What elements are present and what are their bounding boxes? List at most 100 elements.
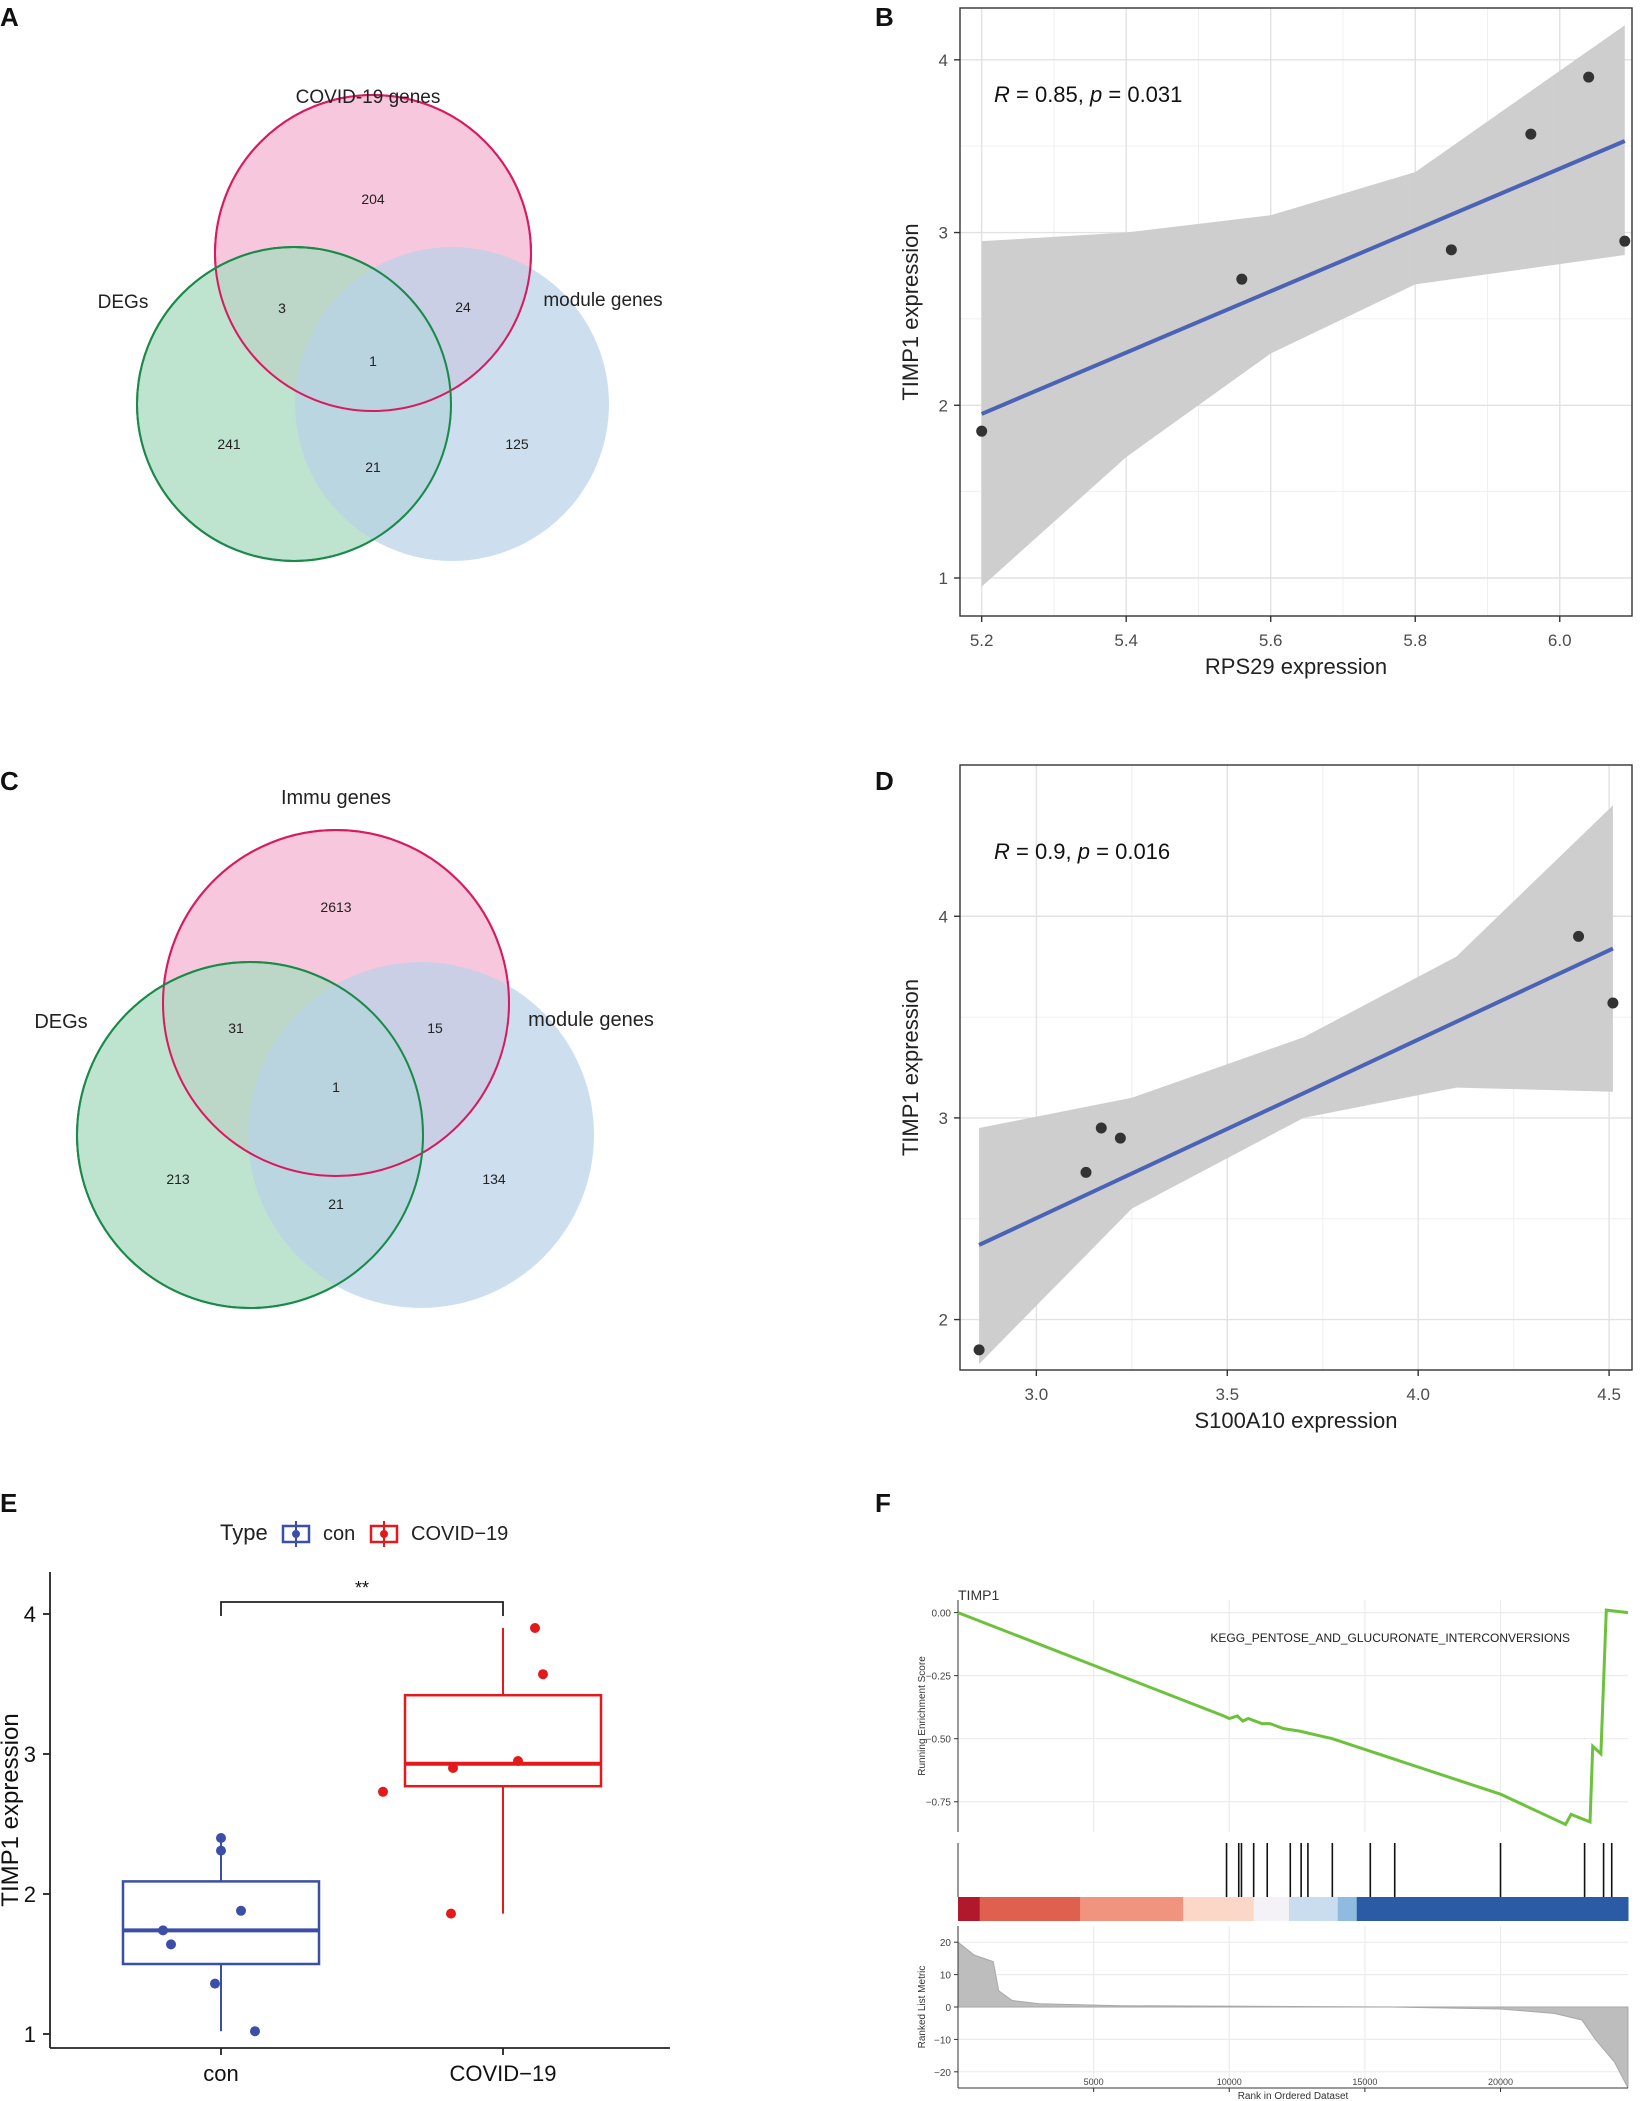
- data-point: [1573, 930, 1585, 942]
- boxplot-e: Type con COVID−19 1 2 3 4 con COVID−19 TIMP1 e…: [0, 1520, 670, 2086]
- plot-border: [959, 7, 1633, 617]
- legend-key-covid: [369, 1521, 399, 1547]
- es-tick-label: −0.50: [926, 1735, 952, 1746]
- venn-c-circle-right: [248, 962, 594, 1308]
- venn-a-outline-top: [214, 94, 532, 412]
- legend-label-con: con: [323, 1523, 355, 1545]
- annotation-r-value: = 0.85,: [1010, 82, 1090, 107]
- y-tick-label: 2: [24, 1882, 36, 1907]
- y-tick-label: 3: [939, 224, 948, 243]
- ranked-metric-area: [957, 1941, 1629, 2089]
- data-point: [538, 1669, 548, 1680]
- data-point: [250, 2026, 260, 2037]
- legend-e: Type con COVID−19: [220, 1520, 508, 1547]
- es-tick-label: −0.25: [926, 1672, 952, 1683]
- x-tick-label: con: [203, 2061, 238, 2086]
- y-axis-label: TIMP1 expression: [898, 979, 923, 1156]
- data-point: [1583, 71, 1595, 83]
- y-axis-label: TIMP1 expression: [898, 223, 923, 400]
- rank-heat-segment: [1080, 1897, 1184, 1921]
- data-point: [1236, 273, 1248, 285]
- y-tick-label: 3: [939, 1109, 948, 1128]
- data-point: [446, 1908, 456, 1919]
- y-tick-label: 1: [939, 569, 948, 588]
- y-axis-label: TIMP1 expression: [0, 1713, 24, 1906]
- data-point: [236, 1905, 246, 1916]
- venn-a-set-label-right: module genes: [543, 290, 662, 311]
- rank-heat-segment: [1288, 1897, 1339, 1921]
- significance-bracket: [220, 1601, 504, 1616]
- data-point: [976, 425, 988, 437]
- y-tick-label: 4: [939, 907, 948, 926]
- venn-a-count-top: 204: [361, 191, 385, 207]
- confidence-band: [979, 805, 1613, 1364]
- x-tick-label: 4.0: [1406, 1385, 1430, 1404]
- metric-tick-label: −20: [934, 2068, 951, 2079]
- running-enrichment-curve: [957, 1608, 1629, 1827]
- gsea-plot-f: TIMP1 0.00 −0.25 −0.50 −0.75 KEGG_PENTOSE_AND…: [917, 1587, 1629, 2101]
- y-tick-label: 1: [24, 2022, 36, 2047]
- plot-border: [959, 764, 1633, 1371]
- box-iqr: [121, 1880, 321, 1966]
- gsea-pathway-label: KEGG_PENTOSE_AND_GLUCURONATE_INTERCONVER…: [1210, 1631, 1570, 1645]
- rank-heat-segment: [1253, 1897, 1290, 1921]
- data-point: [1607, 997, 1619, 1009]
- x-axis-label: RPS29 expression: [1205, 654, 1387, 679]
- es-y-axis-label: Running Enrichment Score: [917, 1656, 928, 1776]
- y-tick-label: 2: [939, 1311, 948, 1330]
- scatter-plot-b: 5.2 5.4 5.6 5.8 6.0 1 2 3 4 RPS29 expression TIMP1…: [898, 7, 1633, 679]
- panel-letter-d: D: [875, 766, 894, 796]
- data-point: [158, 1925, 168, 1936]
- significance-label: **: [355, 1578, 369, 1598]
- rank-heat-segment: [979, 1897, 1081, 1921]
- rank-tick-label: 20000: [1488, 2077, 1513, 2087]
- rank-tick-label: 15000: [1352, 2077, 1377, 2087]
- venn-a-count-right: 125: [505, 436, 529, 452]
- data-point: [166, 1939, 176, 1950]
- y-tick-label: 4: [939, 51, 948, 70]
- rank-heat-segment: [1183, 1897, 1255, 1921]
- data-point: [1095, 1122, 1107, 1134]
- data-point: [448, 1763, 458, 1773]
- rank-tick-label: 10000: [1217, 2077, 1242, 2087]
- venn-c-outline-top: [162, 829, 510, 1177]
- data-point: [1445, 244, 1457, 256]
- venn-c-count-top-right: 15: [427, 1020, 443, 1036]
- x-axis-label: S100A10 expression: [1194, 1408, 1397, 1433]
- venn-a-set-label-top: COVID-19 genes: [296, 87, 441, 108]
- annotation-r-label: R: [994, 82, 1010, 107]
- data-point: [1619, 235, 1631, 247]
- venn-c-count-all: 1: [332, 1079, 340, 1095]
- confidence-band: [981, 25, 1625, 587]
- metric-tick-label: 10: [940, 1971, 952, 1982]
- rank-heat-segment: [1337, 1897, 1358, 1921]
- annotation-p-label: p: [1077, 839, 1090, 864]
- annotation-p-value: = 0.016: [1090, 839, 1170, 864]
- data-point: [973, 1344, 985, 1356]
- y-tick-label: 3: [24, 1742, 36, 1767]
- scatter-plot-d: 3.0 3.5 4.0 4.5 2 3 4 S100A10 expression TIMP1 e…: [898, 764, 1633, 1433]
- regression-line: [980, 139, 1626, 416]
- annotation-p-value: = 0.031: [1102, 82, 1182, 107]
- venn-a-count-left: 241: [217, 436, 241, 452]
- y-tick-label: 2: [939, 396, 948, 415]
- venn-c-set-label-left: DEGs: [34, 1011, 87, 1033]
- rank-x-axis-label: Rank in Ordered Dataset: [1238, 2091, 1349, 2101]
- venn-a-count-all: 1: [369, 353, 377, 369]
- venn-a-count-top-right: 24: [455, 299, 471, 315]
- data-point: [513, 1756, 523, 1766]
- venn-c-count-top-left: 31: [228, 1020, 244, 1036]
- x-tick-label: 3.0: [1025, 1385, 1049, 1404]
- venn-diagram-a: COVID-19 genes DEGs module genes 204 3 2…: [98, 87, 663, 562]
- x-tick-label: 5.6: [1259, 631, 1283, 650]
- venn-c-count-left: 213: [166, 1171, 190, 1187]
- metric-tick-label: −10: [934, 2035, 951, 2046]
- y-tick-label: 4: [24, 1602, 36, 1627]
- x-tick-label: 6.0: [1548, 631, 1572, 650]
- venn-c-set-label-top: Immu genes: [281, 787, 391, 809]
- metric-y-axis-label: Ranked List Metric: [917, 1966, 928, 2049]
- venn-a-set-label-left: DEGs: [98, 292, 149, 313]
- gsea-gene-title: TIMP1: [958, 1587, 999, 1603]
- legend-key-con: [281, 1521, 311, 1547]
- regression-line: [978, 946, 1614, 1247]
